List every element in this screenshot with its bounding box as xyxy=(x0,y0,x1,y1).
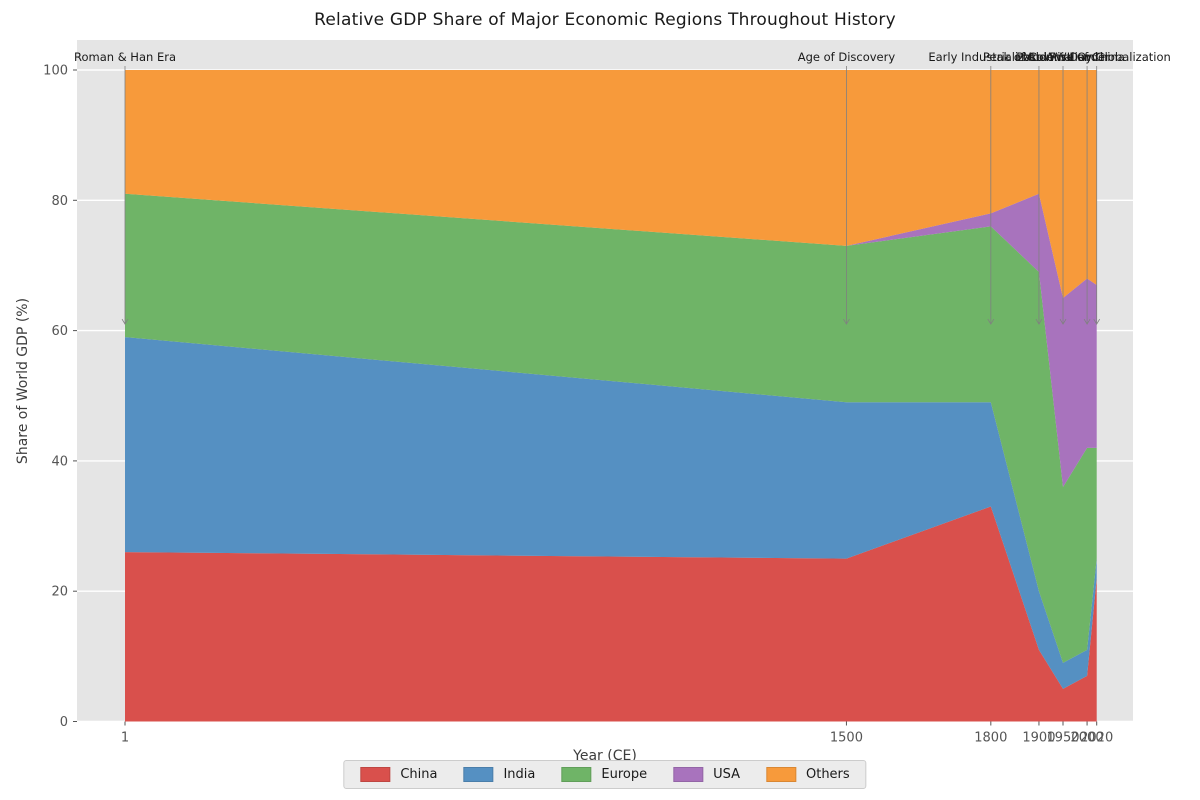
annotation-label: Peak of Colonialism xyxy=(983,50,1095,64)
y-tick-label: 60 xyxy=(51,324,68,339)
annotation-arrowhead xyxy=(1093,318,1101,325)
legend-swatch-china xyxy=(360,767,391,782)
annotation-label: Age of Discovery xyxy=(798,50,896,64)
x-tick-label: 1800 xyxy=(974,731,1007,746)
area-usa xyxy=(125,193,1097,487)
legend-item-europe: Europe xyxy=(561,767,647,782)
y-tick-label: 40 xyxy=(51,454,68,469)
legend-item-china: China xyxy=(360,767,437,782)
annotation-arrowhead xyxy=(987,318,995,325)
x-tick-label: 1500 xyxy=(830,731,863,746)
x-tick-label: 2020 xyxy=(1080,731,1113,746)
legend-label: USA xyxy=(713,767,740,782)
legend-item-india: India xyxy=(463,767,535,782)
area-india xyxy=(125,337,1097,689)
legend-label: Europe xyxy=(601,767,648,782)
y-tick-label: 0 xyxy=(60,715,68,730)
annotation-label: Early Industrialization xyxy=(928,50,1053,64)
annotation-arrowhead xyxy=(1035,318,1043,325)
y-tick-label: 100 xyxy=(43,64,68,79)
legend-label: India xyxy=(503,767,536,782)
annotation-label: Rise of China xyxy=(1049,50,1125,64)
legend-swatch-europe xyxy=(561,767,592,782)
area-others xyxy=(125,70,1097,299)
legend: China India Europe USA Others xyxy=(343,760,867,789)
legend-item-usa: USA xyxy=(673,767,740,782)
annotation-arrowhead xyxy=(121,318,129,325)
legend-label: Others xyxy=(805,767,850,782)
x-tick-label: 1950 xyxy=(1046,731,1079,746)
legend-label: China xyxy=(400,767,438,782)
x-tick-label: 1 xyxy=(121,731,129,746)
legend-swatch-india xyxy=(463,767,494,782)
annotation-arrowhead xyxy=(843,318,850,325)
y-tick-label: 20 xyxy=(51,585,68,600)
legend-swatch-usa xyxy=(673,767,704,782)
legend-item-others: Others xyxy=(765,767,850,782)
y-axis-label: Share of World GDP (%) xyxy=(15,297,31,465)
x-tick-label: 1900 xyxy=(1022,731,1055,746)
area-china xyxy=(125,506,1097,722)
legend-swatch-others xyxy=(765,767,796,782)
annotation-label: Roman & Han Era xyxy=(74,50,176,64)
area-europe xyxy=(125,193,1097,663)
annotation-label: Modern Day Globalization xyxy=(1023,50,1171,64)
annotation-arrowhead xyxy=(1083,318,1091,325)
y-tick-label: 80 xyxy=(51,194,68,209)
chart-title: Relative GDP Share of Major Economic Reg… xyxy=(314,10,896,30)
annotation-arrowhead xyxy=(1059,318,1067,325)
x-tick-label: 2000 xyxy=(1071,731,1104,746)
annotation-label: Post-WWII Order xyxy=(1016,50,1110,64)
